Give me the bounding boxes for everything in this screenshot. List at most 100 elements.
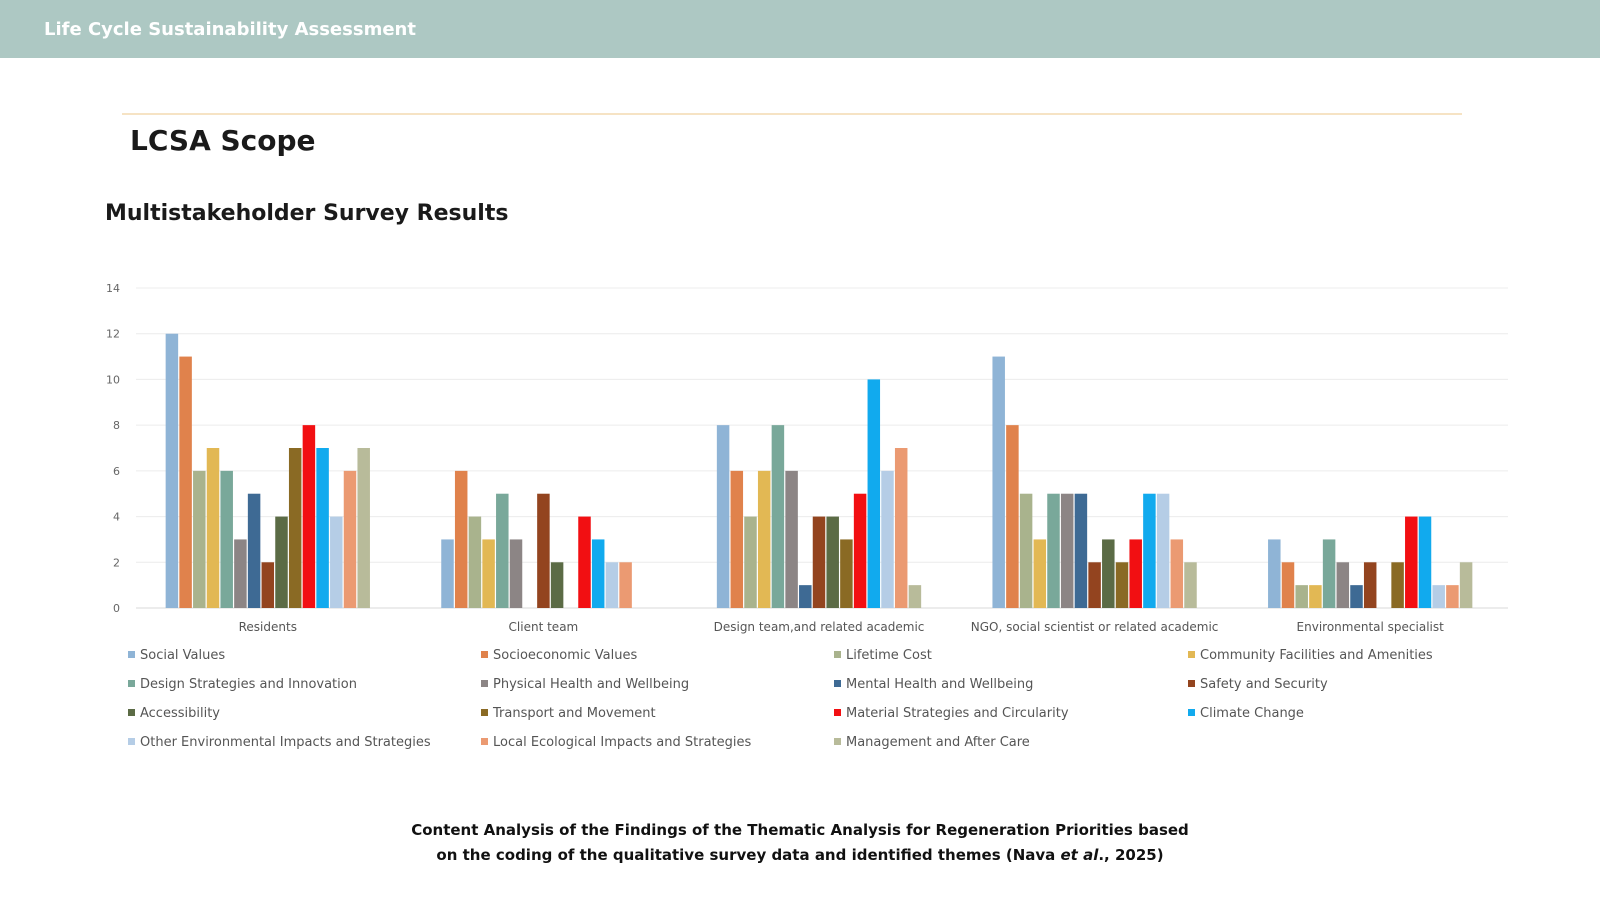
caption-line-2-suffix: ., 2025)	[1098, 846, 1164, 864]
legend-item: Transport and Movement	[481, 706, 656, 721]
bar	[881, 470, 894, 608]
bar	[441, 539, 454, 608]
bar	[1047, 493, 1060, 608]
y-tick-label: 2	[113, 556, 120, 569]
bar	[1350, 585, 1363, 608]
x-category-label: Environmental specialist	[1297, 620, 1445, 634]
bar	[744, 516, 757, 608]
legend-label: Management and After Care	[846, 735, 1030, 750]
legend-swatch	[481, 651, 488, 658]
bar	[619, 562, 632, 608]
bar	[853, 493, 867, 608]
bar	[1019, 493, 1033, 608]
bar	[1309, 585, 1322, 608]
legend-label: Design Strategies and Innovation	[140, 677, 357, 692]
bar	[509, 539, 523, 608]
header-title: Life Cycle Sustainability Assessment	[44, 19, 416, 40]
bar	[261, 562, 275, 608]
bar	[1006, 425, 1019, 608]
bar	[165, 333, 179, 608]
legend-label: Lifetime Cost	[846, 648, 932, 663]
bar	[1459, 562, 1473, 608]
bar	[1446, 585, 1459, 608]
bar	[785, 470, 798, 608]
bar	[591, 539, 605, 608]
bar	[193, 470, 206, 608]
y-tick-label: 0	[113, 602, 120, 615]
bar	[812, 516, 826, 608]
bar	[1432, 585, 1445, 608]
bar	[840, 539, 853, 608]
legend-swatch	[481, 738, 488, 745]
legend-item: Socioeconomic Values	[481, 648, 637, 663]
bar	[1268, 539, 1281, 608]
y-tick-label: 4	[113, 511, 120, 524]
legend-swatch	[834, 680, 841, 687]
bar	[716, 425, 730, 608]
bar	[1102, 539, 1115, 608]
bar	[537, 493, 550, 608]
legend-item: Community Facilities and Amenities	[1188, 648, 1433, 663]
bar	[468, 516, 482, 608]
y-tick-label: 8	[113, 419, 120, 432]
legend-item: Design Strategies and Innovation	[128, 677, 357, 692]
bar	[1405, 516, 1418, 608]
bar	[1281, 562, 1295, 608]
x-category-label: Client team	[509, 620, 579, 634]
bar	[826, 516, 839, 608]
bar	[1074, 493, 1088, 608]
bar	[1115, 562, 1129, 608]
legend-label: Local Ecological Impacts and Strategies	[493, 735, 752, 750]
bar	[275, 516, 288, 608]
bar	[206, 448, 220, 608]
bar	[605, 562, 619, 608]
legend-swatch	[128, 738, 135, 745]
bar	[1418, 516, 1432, 608]
bar-chart: 0 2 4 6 8 10 12 14 Residents Client team Design te…	[106, 282, 1508, 634]
caption-line-2-italic: et al	[1060, 846, 1099, 864]
y-tick-label: 14	[106, 282, 120, 295]
bar	[1143, 493, 1156, 608]
bar	[454, 470, 468, 608]
legend-swatch	[1188, 651, 1195, 658]
bar	[730, 470, 744, 608]
legend-label: Material Strategies and Circularity	[846, 706, 1069, 721]
bar	[1060, 493, 1074, 608]
divider-rule	[122, 113, 1462, 115]
legend-label: Transport and Movement	[493, 706, 656, 721]
bar	[1363, 562, 1377, 608]
bar	[1295, 585, 1308, 608]
bar	[1088, 562, 1101, 608]
bar	[357, 448, 370, 608]
legend-item: Social Values	[128, 648, 225, 663]
legend-label: Socioeconomic Values	[493, 648, 638, 663]
bar	[799, 585, 812, 608]
x-category-label: NGO, social scientist or related academi…	[971, 620, 1219, 634]
legend-label: Social Values	[140, 648, 226, 663]
bar	[1170, 539, 1184, 608]
bar	[771, 425, 785, 608]
bar	[1336, 562, 1350, 608]
y-tick-label: 6	[113, 465, 120, 478]
bar	[288, 448, 302, 608]
bar	[496, 493, 509, 608]
bar	[1184, 562, 1197, 608]
caption-line-2-prefix: on the coding of the qualitative survey …	[436, 846, 1061, 864]
bar	[908, 585, 922, 608]
legend-swatch	[128, 680, 135, 687]
bar	[757, 470, 771, 608]
legend-label: Community Facilities and Amenities	[1200, 648, 1433, 663]
legend-swatch	[834, 709, 841, 716]
y-tick-label: 12	[106, 328, 120, 341]
bar	[220, 470, 233, 608]
legend-item: Safety and Security	[1188, 677, 1328, 692]
slide-subheading: Multistakeholder Survey Results	[105, 201, 509, 226]
slide-heading: LCSA Scope	[130, 124, 316, 157]
legend-swatch	[481, 709, 488, 716]
bar	[1033, 539, 1047, 608]
bar	[302, 425, 316, 608]
legend-item: Management and After Care	[834, 735, 1030, 750]
legend-item: Other Environmental Impacts and Strategi…	[128, 735, 431, 750]
bar	[247, 493, 261, 608]
bar	[894, 448, 908, 608]
